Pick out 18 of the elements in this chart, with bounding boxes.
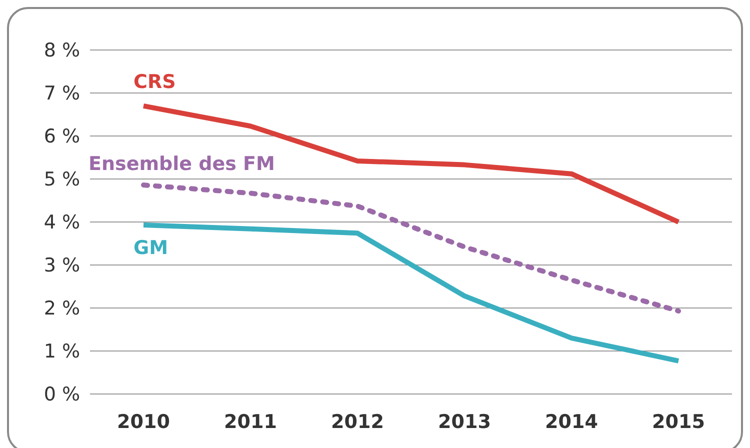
x-tick-label: 2010 bbox=[117, 411, 170, 433]
y-tick-label: 5 % bbox=[44, 168, 80, 191]
y-tick-label: 6 % bbox=[44, 126, 80, 148]
y-tick-label: 1 % bbox=[44, 340, 80, 363]
series-label: Ensemble des FM bbox=[88, 153, 275, 176]
y-tick-label: 2 % bbox=[44, 298, 80, 320]
x-tick-label: 2015 bbox=[652, 411, 705, 433]
x-tick-label: 2013 bbox=[438, 411, 491, 433]
y-tick-label: 3 % bbox=[44, 254, 80, 277]
y-tick-label: 8 % bbox=[44, 40, 80, 62]
y-tick-label: 7 % bbox=[44, 82, 80, 105]
x-tick-label: 2012 bbox=[331, 411, 384, 433]
series-label: CRS bbox=[134, 70, 176, 93]
x-tick-label: 2011 bbox=[224, 411, 277, 433]
series-label: GM bbox=[134, 237, 168, 260]
y-tick-label: 0 % bbox=[44, 384, 80, 406]
x-tick-label: 2014 bbox=[545, 411, 598, 433]
y-tick-label: 4 % bbox=[44, 212, 80, 234]
